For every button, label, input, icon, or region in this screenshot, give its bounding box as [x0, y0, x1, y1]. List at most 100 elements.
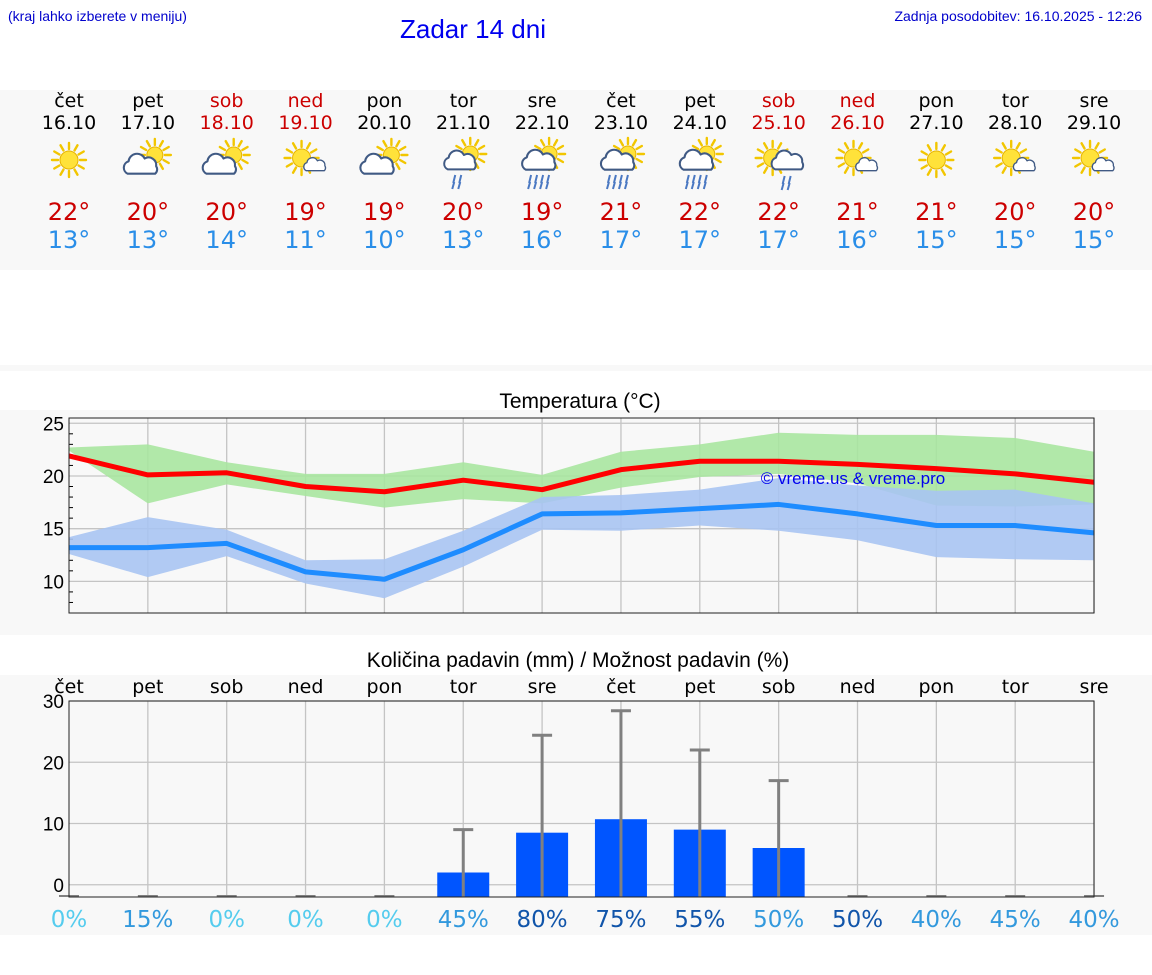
- cloud-shape: [122, 152, 159, 175]
- day-date: 27.10: [909, 112, 963, 134]
- rain-shape: [780, 175, 792, 191]
- precipitation-day-label: sob: [210, 676, 244, 698]
- page-title: Zadar 14 dni: [400, 14, 546, 44]
- day-of-week: pon: [367, 90, 403, 112]
- sun-small-cloud-icon: [1071, 139, 1115, 177]
- sun-icon: [50, 141, 88, 179]
- day-of-week: sre: [528, 90, 557, 112]
- day-date: 24.10: [673, 112, 727, 134]
- max-temperature: 22°: [48, 198, 91, 226]
- sun-cloud-icon: [359, 137, 409, 175]
- precipitation-probability: 0%: [366, 907, 403, 933]
- min-temperature-line: [69, 501, 1095, 582]
- precipitation-probability: 15%: [122, 907, 173, 933]
- y-tick-label: 10: [43, 572, 64, 593]
- max-temperature: 21°: [915, 198, 958, 226]
- cloud-shape: [770, 149, 805, 171]
- cloud-shape: [303, 157, 327, 172]
- precipitation-chart-title: Količina padavin (mm) / Možnost padavin …: [367, 649, 790, 672]
- min-temperature: 16°: [521, 226, 564, 254]
- precipitation-day-label: ned: [288, 676, 324, 698]
- y-tick-label: 30: [43, 692, 64, 713]
- sun-small-cloud-icon: [283, 139, 327, 177]
- sun-shape: [50, 141, 88, 179]
- precipitation-probability: 0%: [208, 907, 245, 933]
- cloud-shape: [855, 157, 879, 172]
- blank-band: [0, 365, 1152, 371]
- precipitation-day-label: pon: [367, 676, 403, 698]
- min-temperature: 17°: [679, 226, 722, 254]
- day-of-week: sre: [1080, 90, 1109, 112]
- max-temperature: 20°: [442, 198, 485, 226]
- precipitation-chart: Količina padavin (mm) / Možnost padavin …: [43, 649, 1120, 933]
- max-temperature: 19°: [284, 198, 327, 226]
- precipitation-day-label: pet: [684, 676, 715, 698]
- plot-frame: [68, 700, 1095, 898]
- precipitation-day-label: pet: [132, 676, 163, 698]
- forecast-band: [0, 90, 1152, 270]
- day-date: 17.10: [121, 112, 175, 134]
- day-date: 22.10: [515, 112, 569, 134]
- max-temperature: 20°: [1073, 198, 1116, 226]
- precipitation-probability: 45%: [990, 907, 1041, 933]
- day-of-week: tor: [450, 90, 477, 112]
- precipitation-day-label: pon: [918, 676, 954, 698]
- last-updated: Zadnja posodobitev: 16.10.2025 - 12:26: [894, 8, 1142, 24]
- precipitation-day-label: sre: [528, 676, 557, 698]
- precipitation-probability: 0%: [51, 907, 88, 933]
- y-tick-label: 20: [43, 467, 64, 488]
- day-of-week: pon: [918, 90, 954, 112]
- day-date: 23.10: [594, 112, 648, 134]
- day-of-week: čet: [54, 90, 84, 112]
- precipitation-day-label: sob: [762, 676, 796, 698]
- day-date: 26.10: [830, 112, 884, 134]
- max-temperature: 20°: [994, 198, 1037, 226]
- min-temperature: 11°: [284, 226, 327, 254]
- cloud-shape: [359, 152, 395, 175]
- sun-small-cloud-icon: [835, 139, 879, 177]
- precipitation-day-label: čet: [54, 676, 84, 698]
- precipitation-probability: 40%: [911, 907, 962, 933]
- precipitation-probability: 75%: [595, 907, 646, 933]
- cloud-shape: [678, 148, 715, 171]
- sun-icon: [918, 141, 955, 179]
- sun-cloud-rain-icon: [443, 136, 488, 190]
- day-date: 28.10: [988, 112, 1042, 134]
- day-date: 21.10: [436, 112, 490, 134]
- rain-shape: [451, 174, 463, 190]
- precipitation-probability: 40%: [1068, 907, 1119, 933]
- y-tick-label: 20: [43, 753, 64, 774]
- sun-cloud-icon: [122, 137, 173, 175]
- max-temperature: 21°: [600, 198, 643, 226]
- y-tick-label: 25: [43, 414, 64, 435]
- min-temperature: 14°: [205, 226, 248, 254]
- day-date: 20.10: [357, 112, 411, 134]
- cloud-shape: [201, 152, 238, 175]
- plot-frame: [68, 417, 1095, 614]
- sun-small-cloud-icon: [993, 139, 1036, 177]
- max-temperature: 20°: [205, 198, 248, 226]
- y-tick-label: 0: [53, 876, 64, 897]
- cloud-shape: [1091, 157, 1115, 172]
- cloud-shape: [521, 148, 557, 171]
- temperature-chart-title: Temperatura (°C): [499, 390, 660, 413]
- day-of-week: sob: [762, 90, 796, 112]
- sun-shape: [918, 141, 955, 179]
- rain-shape: [527, 174, 551, 190]
- day-of-week: sob: [210, 90, 244, 112]
- precipitation-probability: 0%: [287, 907, 324, 933]
- day-of-week: ned: [288, 90, 324, 112]
- day-of-week: tor: [1002, 90, 1029, 112]
- sun-cloud-heavy-rain-icon: [521, 136, 567, 190]
